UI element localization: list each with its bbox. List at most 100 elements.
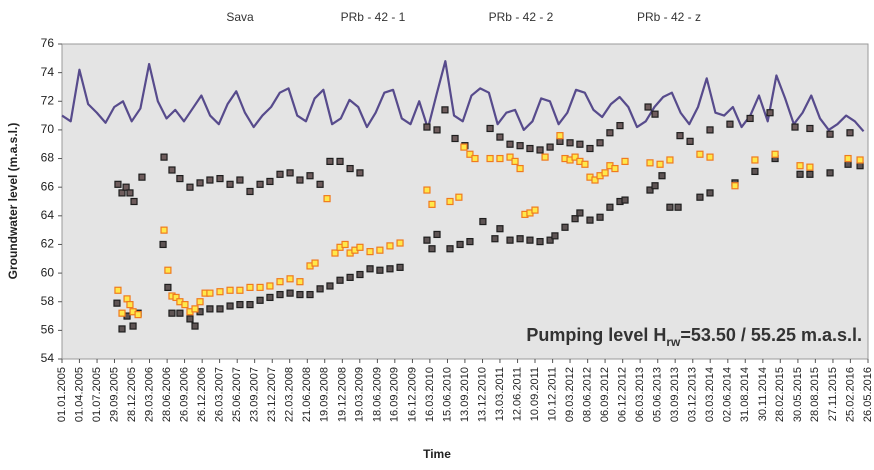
marker [796,162,804,170]
marker [596,139,604,147]
marker [656,160,664,168]
y-tick-label: 56 [41,323,55,337]
marker [386,265,394,273]
marker [511,157,519,166]
marker [706,126,714,134]
marker [556,137,564,145]
marker [751,156,759,164]
marker [541,153,549,161]
marker [423,236,431,244]
marker [696,193,704,201]
marker [246,283,254,292]
marker [276,278,284,286]
x-tick-label: 10.12.2011 [547,367,559,421]
x-tick-label: 28.12.2005 [126,367,138,422]
x-tick-label: 13.12.2010 [476,367,488,422]
x-tick-label: 28.06.2006 [161,367,173,422]
marker [113,299,121,307]
marker [658,172,666,180]
x-tick-label: 09.03.2012 [564,367,576,422]
x-tick-label: 26.09.2006 [178,367,190,422]
y-axis-title: Groundwater level (m.a.s.l.) [6,123,20,280]
marker [331,249,339,257]
marker [526,144,534,153]
marker [516,142,524,150]
x-tick-label: 05.06.2013 [652,367,664,422]
marker [356,243,364,251]
y-tick-label: 70 [41,122,55,136]
marker [118,325,126,333]
marker [471,154,479,163]
marker [586,216,594,224]
marker [396,263,404,271]
marker [726,120,734,128]
marker [376,266,384,274]
marker [134,311,142,319]
marker [506,236,514,244]
marker [246,300,254,309]
marker [423,123,431,131]
marker [706,153,714,161]
marker [516,164,524,173]
y-tick-label: 64 [41,208,55,222]
marker [751,167,759,176]
marker [746,114,754,123]
marker [311,259,319,267]
marker [346,273,354,281]
marker [491,235,499,243]
marker [346,164,354,173]
x-tick-label: 30.11.2014 [757,367,769,421]
marker [176,174,184,183]
marker [206,289,214,297]
x-tick-label: 26.12.2006 [196,367,208,422]
marker [496,154,504,163]
marker [266,282,274,290]
y-tick-label: 54 [41,351,55,365]
marker [731,182,739,190]
marker [606,129,614,137]
x-tick-label: 01.04.2005 [73,367,85,422]
marker [306,172,314,180]
marker [316,180,324,188]
marker [433,230,441,239]
x-tick-label: 25.06.2007 [231,367,243,422]
annotation-part: rw [666,335,681,349]
legend-label: PRb - 42 - z [637,10,701,24]
marker [526,236,534,244]
marker [226,180,234,188]
marker [236,286,244,294]
marker [376,246,384,254]
marker [621,196,629,204]
marker [455,193,463,201]
marker [256,283,264,292]
x-tick-label: 16.03.2010 [424,367,436,422]
x-tick-label: 19.12.2008 [336,367,348,422]
marker [256,296,264,304]
marker [826,169,834,177]
marker [216,174,224,183]
marker [566,139,574,147]
x-tick-label: 06.12.2012 [617,367,629,422]
marker [316,285,324,293]
marker [246,187,254,196]
x-tick-label: 19.09.2008 [319,367,331,422]
marker [806,124,814,133]
marker [433,126,441,134]
marker [366,248,374,256]
marker [771,150,779,158]
x-tick-label: 29.03.2006 [143,367,155,422]
marker [276,170,284,178]
marker [561,223,569,231]
x-tick-label: 15.06.2010 [441,367,453,422]
marker [164,283,172,292]
x-tick-label: 13.09.2010 [459,367,471,422]
x-tick-label: 01.07.2005 [91,367,103,422]
y-tick-label: 58 [41,294,55,308]
marker [296,278,304,286]
marker [196,179,204,187]
marker [766,109,774,117]
marker [266,177,274,186]
marker [666,156,674,164]
